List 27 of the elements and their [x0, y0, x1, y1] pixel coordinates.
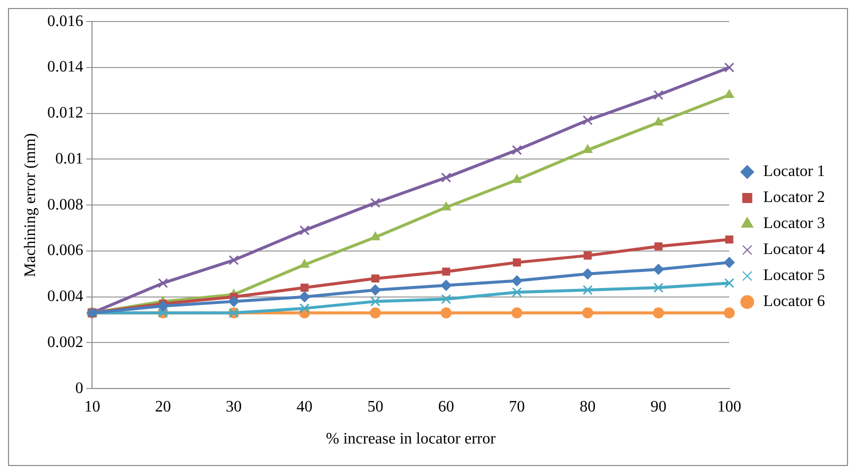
x-tick-label: 90 — [650, 398, 666, 416]
legend-label: Locator 3 — [763, 215, 825, 232]
y-tick-label: 0.002 — [47, 334, 84, 351]
y-tick-label: 0.014 — [47, 58, 84, 76]
y-tick-label: 0 — [75, 380, 84, 397]
y-tick-label: 0.01 — [55, 150, 84, 168]
x-tick-label: 70 — [508, 398, 525, 416]
legend-label: Locator 2 — [763, 189, 825, 206]
x-tick-label: 40 — [296, 398, 313, 416]
x-axis-title: % increase in locator error — [326, 430, 496, 448]
y-tick-label: 0.004 — [47, 288, 84, 306]
y-tick-label: 0.012 — [47, 104, 84, 122]
legend-label: Locator 4 — [763, 241, 825, 258]
legend-label: Locator 6 — [763, 293, 825, 310]
x-tick-label: 60 — [438, 398, 454, 416]
x-tick-label: 10 — [84, 398, 100, 416]
y-tick-label: 0.006 — [47, 242, 84, 260]
legend-label: Locator 1 — [763, 163, 825, 180]
x-tick-label: 50 — [367, 398, 384, 416]
y-tick-label: 0.008 — [47, 196, 84, 214]
y-axis-title: Machining error (mm) — [22, 133, 39, 278]
x-tick-label: 80 — [580, 398, 596, 416]
x-tick-label: 20 — [154, 398, 171, 416]
x-tick-label: 30 — [226, 398, 242, 416]
x-tick-label: 100 — [717, 398, 742, 416]
y-tick-label: 0.016 — [47, 12, 84, 30]
legend-label: Locator 5 — [763, 267, 825, 284]
